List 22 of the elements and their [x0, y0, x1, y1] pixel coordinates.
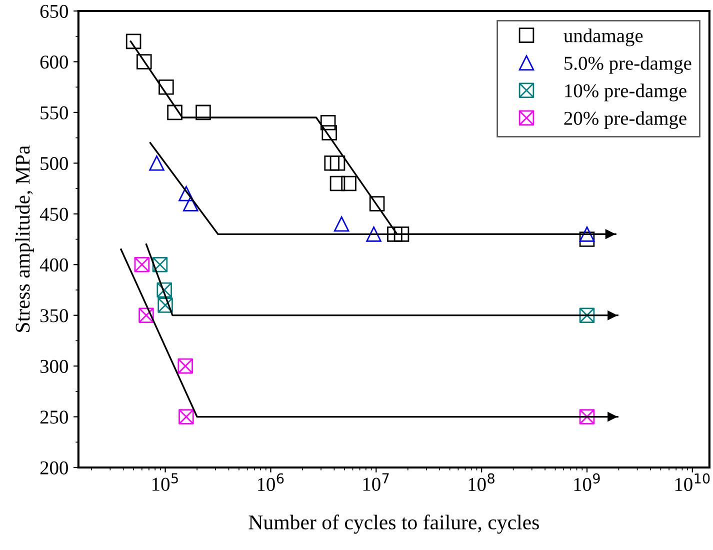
y-tick-label: 400: [40, 258, 68, 272]
x-tick-label: 10$^{10}$: [675, 473, 710, 492]
legend-label: undamage: [564, 28, 643, 46]
y-axis-title: Stress amplitude, MPa: [15, 146, 34, 332]
x-tick-label: 10$^{5}$: [152, 473, 178, 491]
legend-label: 10% pre-damge: [565, 84, 686, 102]
y-tick-label: 550: [40, 106, 68, 120]
y-tick-label: 300: [40, 360, 68, 373]
x-tick-label: 10$^{7}$: [363, 473, 389, 491]
x-tick-label: 10$^{9}$: [574, 473, 600, 492]
y-tick-label: 650: [40, 4, 68, 18]
x-tick-label: 10$^{8}$: [468, 473, 494, 492]
y-tick-label: 500: [40, 156, 68, 170]
y-tick-label: 200: [40, 461, 68, 474]
legend-label: 20% pre-damge: [564, 111, 686, 129]
y-tick-label: 600: [40, 56, 68, 69]
y-tick-label: 450: [40, 208, 68, 221]
x-axis-title: Number of cycles to failure, cycles: [248, 514, 539, 534]
x-tick-label: 10$^{6}$: [258, 473, 284, 492]
y-tick-label: 350: [40, 309, 68, 322]
y-tick-label: 250: [40, 410, 68, 424]
legend-label: 5.0% pre-damge: [564, 56, 692, 74]
